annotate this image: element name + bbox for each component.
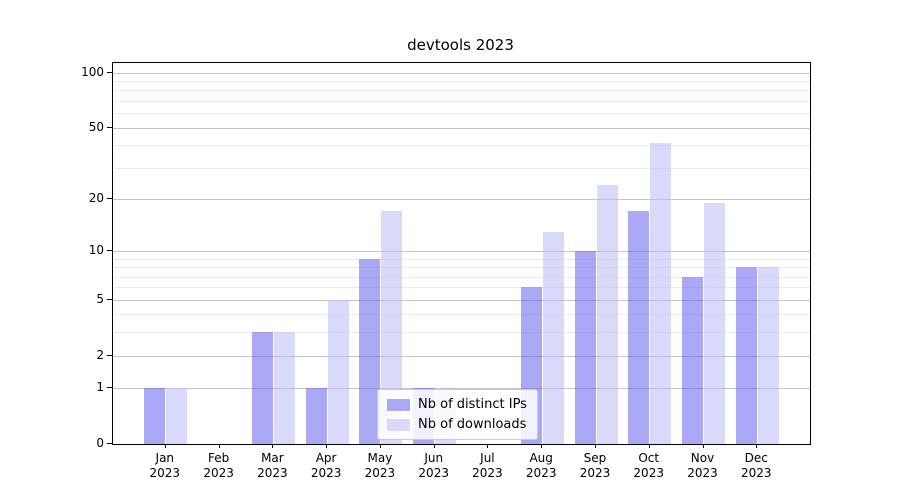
y-axis-tick-label: 100	[81, 64, 104, 79]
y-axis-tick-label: 5	[96, 291, 104, 306]
x-axis-tick-label: Mar 2023	[257, 451, 288, 480]
bar-distinct-ips	[305, 388, 327, 444]
gridline-minor	[113, 113, 810, 115]
y-axis-tick-label: 0	[96, 436, 104, 450]
y-axis-tick-label: 2	[96, 347, 104, 362]
x-axis-tick-mark	[164, 444, 166, 448]
bar-downloads	[757, 267, 779, 444]
x-axis-tick-label: Oct 2023	[633, 451, 664, 480]
x-axis-tick-mark	[433, 444, 435, 448]
gridline-minor	[113, 80, 810, 82]
x-axis-tick-label: Feb 2023	[203, 451, 234, 480]
y-axis-tick-label: 10	[88, 243, 104, 257]
x-axis-tick-mark	[702, 444, 704, 448]
x-axis-tick-label: Jan 2023	[149, 451, 181, 480]
gridline-major	[113, 72, 810, 74]
gridline-minor	[113, 145, 810, 147]
gridline-minor	[113, 258, 810, 260]
bar-distinct-ips	[628, 211, 650, 444]
bar-distinct-ips	[682, 276, 703, 444]
x-axis-tick-mark	[487, 444, 489, 448]
gridline-minor	[113, 314, 810, 316]
legend-item-distinct-ips: Nb of distinct IPs	[387, 397, 527, 412]
gridline-minor	[113, 332, 810, 334]
x-axis-tick-mark	[379, 444, 381, 448]
gridline-minor	[113, 90, 810, 92]
y-axis-tick-mark	[107, 298, 112, 300]
y-axis-tick-mark	[107, 71, 112, 73]
legend-item-downloads: Nb of downloads	[387, 417, 527, 432]
legend-swatch-distinct-ips	[387, 398, 410, 411]
x-axis-tick-label: Sep 2023	[579, 451, 611, 480]
y-axis-tick-mark	[107, 126, 112, 128]
bar-downloads	[327, 299, 349, 444]
x-axis-tick-mark	[218, 444, 220, 448]
bar-downloads	[542, 231, 564, 444]
gridline-minor	[113, 287, 810, 289]
x-axis-tick-mark	[326, 444, 328, 448]
bar-downloads	[704, 202, 725, 444]
bar-distinct-ips	[144, 388, 166, 444]
gridline-major	[113, 198, 810, 200]
plot-area: Nb of distinct IPs Nb of downloads	[112, 62, 811, 445]
x-axis-tick-label: Apr 2023	[310, 451, 342, 480]
x-axis-tick-label: Nov 2023	[687, 451, 718, 480]
bar-downloads	[596, 184, 618, 444]
gridline-major	[113, 355, 810, 357]
bar-distinct-ips	[735, 267, 757, 444]
gridline-major	[113, 299, 810, 301]
y-axis-tick-mark	[107, 250, 112, 251]
y-axis-tick-mark	[107, 197, 112, 199]
gridline-major	[113, 251, 810, 252]
bar-downloads	[166, 388, 188, 444]
y-axis-tick-mark	[107, 354, 112, 356]
chart-title: devtools 2023	[407, 36, 514, 54]
gridline-major	[113, 388, 810, 390]
x-axis-tick-mark	[648, 444, 650, 448]
bar-downloads	[273, 332, 295, 444]
x-axis-tick-mark	[595, 444, 596, 448]
bar-downloads	[650, 143, 672, 444]
x-axis-tick-mark	[272, 444, 274, 448]
x-axis-tick-label: Aug 2023	[525, 451, 557, 480]
legend-swatch-downloads	[387, 418, 410, 431]
bar-distinct-ips	[359, 258, 381, 444]
legend: Nb of distinct IPs Nb of downloads	[377, 389, 538, 440]
x-axis-tick-label: Dec 2023	[741, 451, 772, 480]
y-axis-tick-label: 20	[88, 190, 104, 205]
legend-label-distinct-ips: Nb of distinct IPs	[418, 397, 527, 412]
bar-downloads	[381, 211, 403, 444]
y-axis-tick-mark	[107, 387, 112, 389]
gridline-minor	[113, 276, 810, 278]
gridline-minor	[113, 100, 810, 102]
x-axis-tick-label: Jul 2023	[472, 451, 503, 480]
y-axis-tick-label: 50	[88, 119, 104, 134]
x-axis-tick-mark	[541, 444, 543, 448]
y-axis-tick-mark	[107, 443, 112, 444]
legend-label-downloads: Nb of downloads	[418, 417, 527, 432]
bar-distinct-ips	[574, 251, 596, 444]
bar-distinct-ips	[251, 332, 273, 444]
gridline-minor	[113, 167, 810, 169]
x-axis-tick-label: Jun 2023	[418, 451, 449, 480]
y-axis-tick-label: 1	[96, 380, 104, 395]
gridline-minor	[113, 267, 810, 269]
gridline-major	[113, 127, 810, 129]
x-axis-tick-mark	[756, 444, 758, 448]
x-axis-tick-label: May 2023	[364, 451, 396, 480]
